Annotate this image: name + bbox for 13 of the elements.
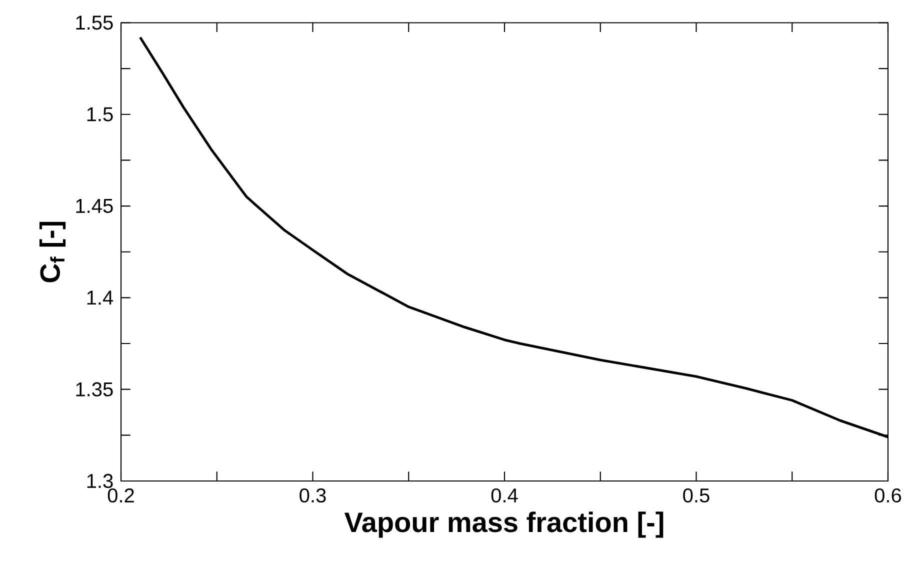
x-tick-label: 0.2 [108, 488, 134, 503]
y-tick-label: 1.3 [87, 474, 113, 488]
x-tick-label: 0.5 [683, 488, 710, 503]
x-tick-label: 0.4 [491, 488, 518, 503]
x-axis-title: Vapour mass fraction [-] [344, 512, 664, 538]
y-tick-label: 1.35 [76, 382, 113, 396]
x-tick-label: 0.3 [300, 488, 326, 503]
y-tick-label: 1.4 [87, 290, 114, 305]
y-tick-label: 1.5 [87, 107, 113, 122]
y-tick-label: 1.55 [76, 16, 113, 30]
y-axis-title: C$_{f}$ [-] [39, 222, 66, 282]
x-tick-label: 0.6 [874, 488, 902, 503]
y-tick-label: 1.45 [76, 199, 113, 213]
